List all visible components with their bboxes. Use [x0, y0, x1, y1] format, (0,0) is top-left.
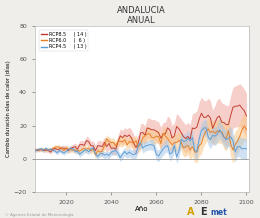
Legend: RCP8.5     ( 14 ), RCP6.0     (  6 ), RCP4.5     ( 13 ): RCP8.5 ( 14 ), RCP6.0 ( 6 ), RCP4.5 ( 13…: [39, 30, 88, 51]
Text: E: E: [200, 207, 207, 217]
Text: met: met: [211, 208, 227, 217]
Title: ANDALUCIA
ANUAL: ANDALUCIA ANUAL: [117, 5, 166, 25]
Text: © Agencia Estatal de Meteorología: © Agencia Estatal de Meteorología: [5, 213, 74, 217]
Text: A: A: [187, 207, 195, 217]
Y-axis label: Cambio duración olas de calor (días): Cambio duración olas de calor (días): [5, 61, 11, 157]
X-axis label: Año: Año: [135, 206, 148, 213]
